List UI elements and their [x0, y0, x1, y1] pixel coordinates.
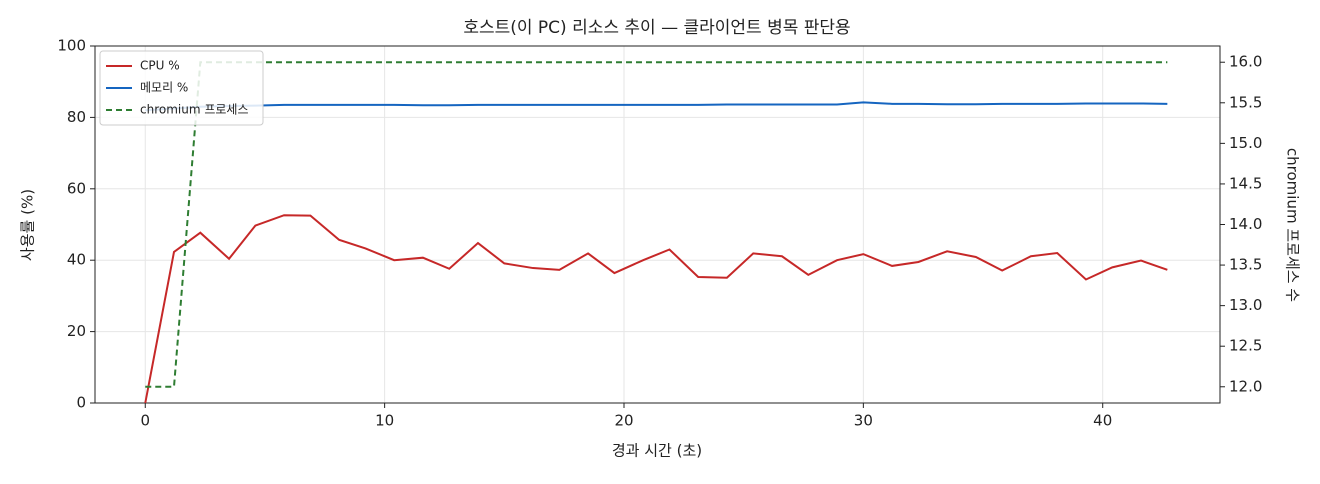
series-line	[145, 61, 1168, 388]
y-tick-label: 20	[67, 322, 86, 340]
legend-label: chromium 프로세스	[140, 103, 249, 117]
x-tick-label: 0	[140, 412, 150, 430]
y-tick-label: 100	[57, 37, 86, 55]
y2-tick-label: 14.0	[1229, 215, 1262, 233]
y-tick-label: 0	[76, 394, 86, 412]
x-tick-label: 30	[854, 412, 873, 430]
y2-axis-label: chromium 프로세스 수	[1284, 148, 1302, 302]
y-tick-label: 40	[67, 251, 86, 269]
y-tick-label: 80	[67, 108, 86, 126]
x-tick-label: 10	[375, 412, 394, 430]
series-line	[144, 214, 1168, 404]
plot-frame	[94, 45, 1221, 404]
y2-tick-label: 15.0	[1229, 134, 1262, 152]
y2-tick-label: 12.5	[1229, 337, 1262, 355]
x-axis-label: 경과 시간 (초)	[612, 442, 702, 460]
x-tick-label: 40	[1093, 412, 1112, 430]
y2-tick-label: 12.0	[1229, 377, 1262, 395]
y2-tick-label: 15.5	[1229, 93, 1262, 111]
y-tick-label: 60	[67, 179, 86, 197]
series-line	[145, 101, 1168, 112]
y2-tick-label: 13.5	[1229, 256, 1262, 274]
legend-label: CPU %	[140, 59, 180, 73]
x-tick-label: 20	[614, 412, 633, 430]
chart-title: 호스트(이 PC) 리소스 추이 — 클라이언트 병목 판단용	[463, 18, 850, 38]
y-axis-label: 사용률 (%)	[19, 189, 37, 261]
y2-tick-label: 14.5	[1229, 174, 1262, 192]
y2-tick-label: 16.0	[1229, 53, 1262, 71]
legend-box	[99, 50, 264, 126]
legend-label: 메모리 %	[140, 81, 188, 95]
y2-tick-label: 13.0	[1229, 296, 1262, 314]
